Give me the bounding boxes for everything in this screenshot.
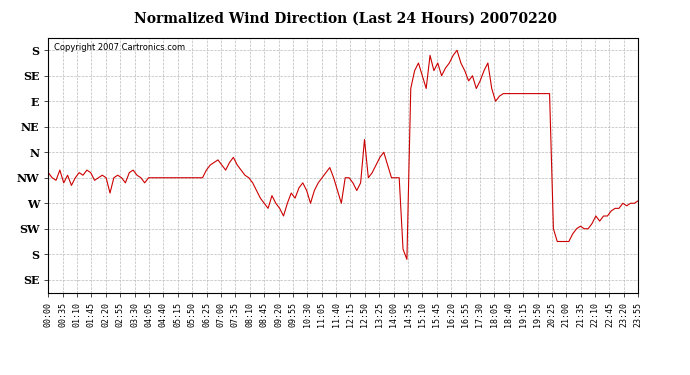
Text: Normalized Wind Direction (Last 24 Hours) 20070220: Normalized Wind Direction (Last 24 Hours…	[133, 11, 557, 25]
Text: Copyright 2007 Cartronics.com: Copyright 2007 Cartronics.com	[55, 43, 186, 52]
